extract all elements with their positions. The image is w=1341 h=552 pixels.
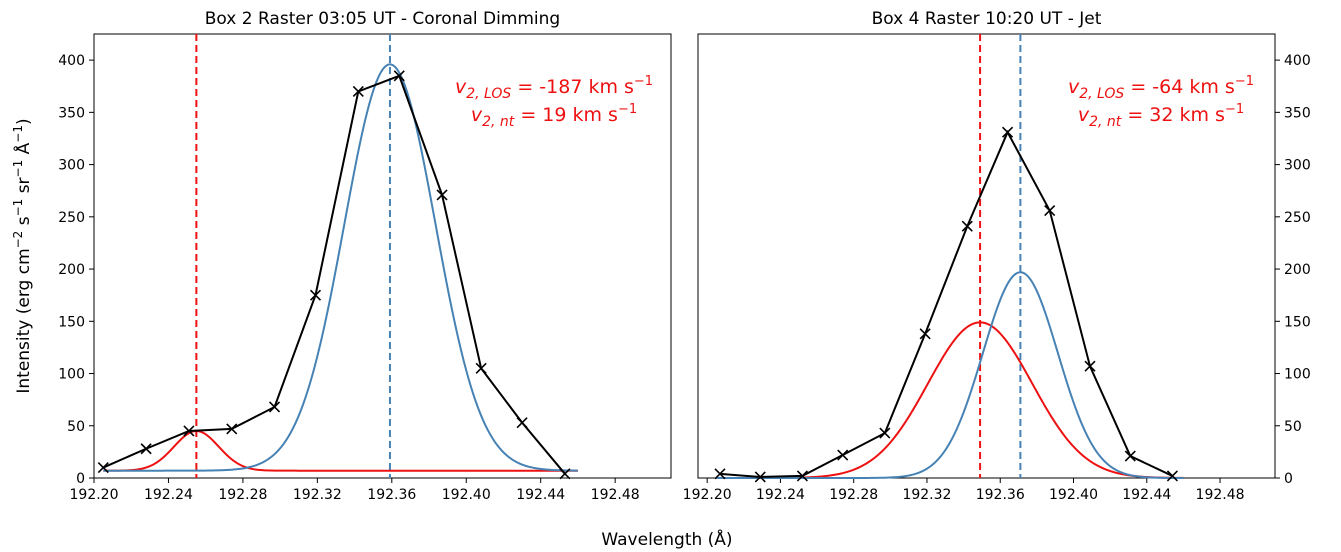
velocity-los-annotation: v2, LOS = -187 km s−1 [455, 74, 653, 102]
y-tick-label: 200 [58, 262, 85, 278]
data-point-marker [1166, 470, 1178, 482]
y-tick-label: 150 [58, 314, 85, 330]
y-tick-label: 300 [58, 158, 85, 174]
data-point-marker [1044, 204, 1056, 217]
y-tick-label: 250 [1284, 210, 1311, 226]
data-point-marker [796, 470, 808, 482]
y-tick-label: 400 [1284, 53, 1311, 69]
red-gaussian-component [103, 429, 578, 472]
data-point-marker [919, 328, 931, 340]
data-point-marker [1124, 450, 1136, 462]
panel-coronal-dimming: Box 2 Raster 03:05 UT - Coronal Dimming … [58, 9, 672, 503]
y-axis-label: Intensity (erg cm−2 s−1 sr−1 Å−1) [11, 118, 34, 393]
velocity-nt-annotation: v2, nt = 32 km s−1 [1078, 102, 1244, 130]
chart-marks: 192.20 192.24 192.28 192.32 192.36 192.40 192.… [58, 33, 672, 503]
x-tick-label: 192.20 [683, 487, 732, 503]
y-tick-label: 150 [1284, 314, 1311, 330]
data-point-marker [837, 449, 849, 461]
data-point-marker [140, 443, 152, 455]
x-tick-label: 192.24 [144, 487, 193, 503]
x-tick-label: 192.28 [829, 487, 878, 503]
plot-frame [697, 33, 1276, 479]
data-point-marker [754, 471, 766, 483]
x-tick-label: 192.28 [218, 487, 267, 503]
y-tick-label: 100 [1284, 367, 1311, 383]
x-tick-label: 192.24 [756, 487, 805, 503]
y-tick-label: 200 [1284, 262, 1311, 278]
data-point-marker [309, 289, 322, 301]
data-point-marker [1084, 360, 1096, 372]
chart-marks: 192.20 192.24 192.28 192.32 192.36 192.40 192.… [683, 33, 1311, 503]
y-tick-label: 300 [1284, 158, 1311, 174]
observed-line [102, 74, 566, 475]
y-tick-label: 350 [1284, 105, 1311, 121]
y-tick-label: 0 [1284, 471, 1293, 487]
x-tick-label: 192.36 [976, 487, 1025, 503]
x-tick-label: 192.32 [293, 487, 342, 503]
y-tick-label: 250 [58, 210, 85, 226]
x-tick-label: 192.32 [902, 487, 951, 503]
chart-title: Box 2 Raster 03:05 UT - Coronal Dimming [205, 9, 560, 29]
data-point-marker [97, 461, 109, 474]
data-point-marker [393, 70, 405, 82]
data-point-marker [559, 468, 571, 480]
x-tick-label: 192.44 [1122, 487, 1171, 503]
data-point-marker [516, 417, 528, 429]
y-tick-label: 100 [58, 367, 85, 383]
data-point-marker [183, 425, 195, 437]
y-tick-label: 0 [76, 471, 85, 487]
observed-line [719, 129, 1173, 478]
data-point-marker [879, 427, 891, 439]
x-axis-label: Wavelength (Å) [601, 528, 732, 550]
data-point-marker [268, 401, 281, 413]
x-tick-label: 192.40 [1049, 487, 1098, 503]
blue-gaussian-fit [716, 271, 1184, 479]
plot-frame [93, 33, 672, 479]
x-tick-label: 192.40 [442, 487, 491, 503]
x-tick-label: 192.48 [591, 487, 640, 503]
data-point-marker [436, 189, 448, 201]
data-point-marker [352, 85, 364, 98]
data-point-marker [226, 423, 238, 435]
y-tick-label: 350 [58, 105, 85, 121]
y-tick-label: 50 [67, 419, 85, 435]
velocity-los-annotation: v2, LOS = -64 km s−1 [1068, 74, 1254, 102]
y-tick-label: 400 [58, 53, 85, 69]
data-point-marker [475, 362, 487, 374]
panel-jet: Box 4 Raster 10:20 UT - Jet 192.20 192.24… [683, 9, 1311, 503]
x-tick-label: 192.20 [70, 487, 119, 503]
data-point-marker [714, 468, 726, 480]
red-gaussian-component [716, 321, 1184, 479]
chart-title: Box 4 Raster 10:20 UT - Jet [872, 9, 1102, 29]
blue-gaussian-fit [103, 63, 578, 472]
data-point-marker [1002, 126, 1014, 138]
x-tick-label: 192.44 [516, 487, 565, 503]
y-tick-label: 50 [1284, 419, 1302, 435]
x-tick-label: 192.48 [1196, 487, 1245, 503]
data-point-marker [961, 220, 973, 232]
x-tick-label: 192.36 [367, 487, 416, 503]
velocity-nt-annotation: v2, nt = 19 km s−1 [471, 102, 637, 130]
